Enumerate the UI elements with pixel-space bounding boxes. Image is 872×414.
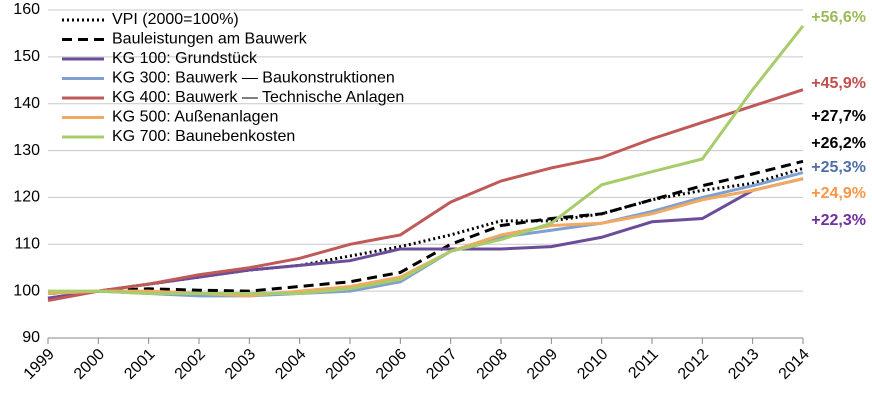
x-tick-label: 2008 xyxy=(474,346,511,383)
legend-label: KG 700: Baunebenkosten xyxy=(112,128,295,145)
x-tick-label: 2006 xyxy=(373,346,410,383)
x-tick-label: 2011 xyxy=(625,346,661,382)
y-tick-label: 140 xyxy=(13,95,40,112)
x-tick-label: 2007 xyxy=(423,346,460,383)
x-tick-label: 2002 xyxy=(172,346,209,383)
x-tick-label: 2012 xyxy=(675,346,712,383)
x-tick-label: 2013 xyxy=(725,346,762,383)
x-tick-label: 2003 xyxy=(222,346,259,383)
series-line xyxy=(47,177,804,298)
legend-label: KG 400: Bauwerk — Technische Anlagen xyxy=(112,89,404,106)
legend-label: VPI (2000=100%) xyxy=(112,11,239,28)
y-tick-label: 160 xyxy=(13,1,40,18)
x-tick-label: 2000 xyxy=(71,346,108,383)
legend-label: KG 500: Außenanlagen xyxy=(112,109,278,126)
x-tick-label: 2004 xyxy=(272,346,309,383)
end-label: +25,3% xyxy=(811,159,866,176)
x-tick-label: 1999 xyxy=(21,346,58,383)
series-line xyxy=(47,88,804,302)
x-tick-label: 2010 xyxy=(574,346,611,383)
end-label: +27,7% xyxy=(811,108,866,125)
y-tick-label: 100 xyxy=(13,282,40,299)
x-tick-label: 2014 xyxy=(776,346,813,383)
end-label: +56,6% xyxy=(811,9,866,26)
x-tick-label: 2005 xyxy=(323,346,360,383)
end-label: +26,2% xyxy=(811,135,866,152)
y-tick-label: 90 xyxy=(22,329,40,346)
x-tick-label: 2001 xyxy=(121,346,158,383)
series-line xyxy=(47,171,804,298)
y-tick-label: 120 xyxy=(13,189,40,206)
legend-label: KG 300: Bauwerk — Baukonstruktionen xyxy=(112,70,395,87)
y-tick-label: 110 xyxy=(14,236,40,253)
y-tick-label: 150 xyxy=(13,48,40,65)
end-label: +45,9% xyxy=(811,75,866,92)
end-label: +24,9% xyxy=(811,185,866,202)
series-line xyxy=(48,25,805,295)
legend-label: Bauleistungen am Bauwerk xyxy=(112,31,308,48)
y-tick-label: 130 xyxy=(13,142,40,159)
x-tick-label: 2009 xyxy=(524,346,561,383)
series-line xyxy=(47,159,804,295)
legend-label: KG 100: Grundstück xyxy=(112,50,258,67)
end-label: +22,3% xyxy=(811,212,866,229)
